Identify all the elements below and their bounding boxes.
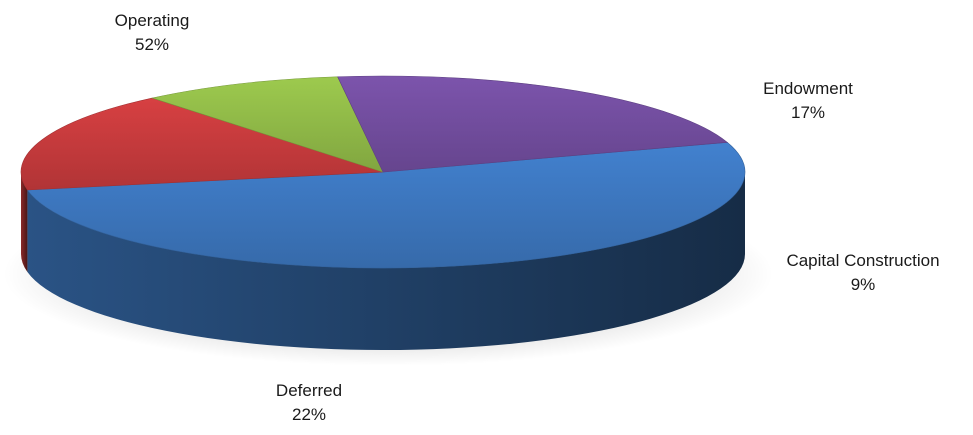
value-label-operating: 52% (135, 35, 169, 54)
label-deferred: Deferred (276, 381, 342, 400)
pie-tops (20, 75, 746, 269)
value-label-capital-construction: 9% (851, 275, 876, 294)
pie-slice-operating (26, 142, 746, 269)
value-label-deferred: 22% (292, 405, 326, 424)
pie-slice-deferred (337, 75, 729, 173)
pie-slice-endowment (20, 97, 384, 191)
pie-side-endowment (21, 172, 28, 272)
value-label-endowment: 17% (791, 103, 825, 122)
label-capital-construction: Capital Construction (786, 251, 939, 270)
pie-slice-capital-construction (151, 76, 384, 173)
pie-sides (21, 172, 746, 351)
pie-side-operating (27, 172, 746, 351)
label-endowment: Endowment (763, 79, 853, 98)
pie-labels: Operating 52% Endowment 17% Capital Construc… (115, 11, 940, 424)
label-operating: Operating (115, 11, 190, 30)
